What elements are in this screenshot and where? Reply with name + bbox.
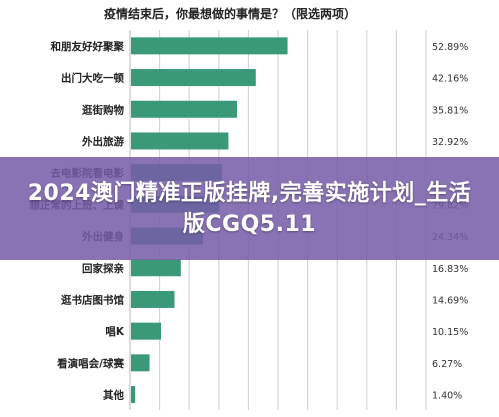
bar [131, 322, 162, 340]
value-label: 16.83% [432, 264, 468, 275]
value-label: 14.69% [432, 295, 468, 306]
value-label: 10.15% [432, 327, 468, 338]
overlay-banner: 2024澳门精准正版挂牌,完善实施计划_生活版CGQ5.11 [0, 157, 499, 260]
value-label: 35.81% [432, 105, 468, 116]
value-label: 6.27% [432, 359, 462, 370]
value-labels: 52.89%42.16%35.81%32.92%29.82%24.34%16.8… [432, 42, 468, 402]
overlay-banner-text: 2024澳门精准正版挂牌,完善实施计划_生活版CGQ5.11 [27, 180, 472, 237]
category-label: 外出旅游 [81, 135, 124, 148]
category-label: 唱K [105, 326, 124, 338]
bar [131, 290, 175, 308]
category-label: 出门大吃一顿 [61, 72, 124, 85]
bar [131, 69, 256, 87]
value-label: 32.92% [432, 137, 468, 148]
value-label: 52.89% [432, 42, 468, 53]
chart-title: 疫情结束后，你最想做的事情是？（限选两项） [104, 6, 356, 21]
category-label: 逛街购物 [82, 103, 124, 116]
bar [131, 259, 181, 277]
bar [131, 37, 288, 55]
bar [131, 386, 136, 404]
bar [131, 100, 237, 118]
bar [131, 132, 229, 150]
category-label: 和朋友好好聚聚 [50, 40, 125, 53]
bar [131, 354, 150, 372]
category-label: 看演唱会/球赛 [57, 357, 124, 370]
value-label: 1.40% [432, 391, 462, 402]
category-label: 其他 [103, 389, 124, 402]
category-label: 逛书店图书馆 [61, 293, 124, 306]
category-label: 回家探亲 [82, 262, 124, 275]
value-label: 42.16% [432, 74, 468, 85]
